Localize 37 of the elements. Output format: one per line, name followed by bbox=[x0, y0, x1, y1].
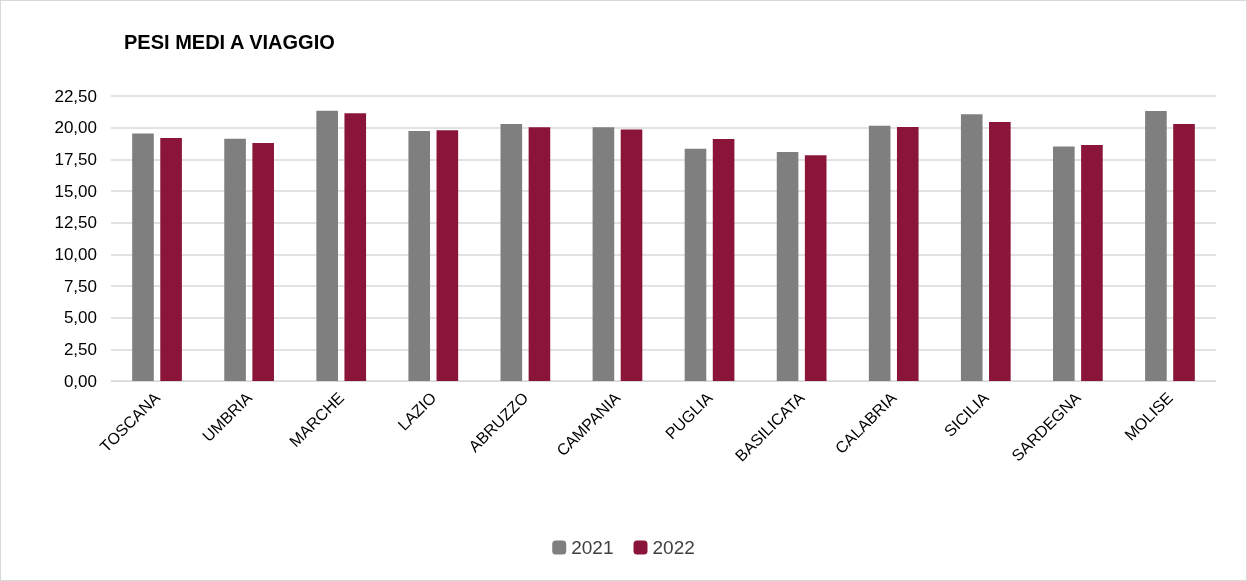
bar bbox=[316, 110, 338, 381]
bar bbox=[160, 137, 182, 381]
bar bbox=[684, 148, 707, 381]
bar bbox=[436, 130, 459, 381]
bar bbox=[868, 125, 891, 381]
bar bbox=[224, 138, 246, 381]
bar bbox=[712, 139, 735, 381]
bar bbox=[528, 127, 551, 381]
bar bbox=[1173, 123, 1195, 381]
y-tick-label: 5,00 bbox=[63, 308, 97, 328]
y-tick-label: 0,00 bbox=[63, 371, 97, 391]
bar bbox=[804, 155, 827, 381]
legend-label: 2021 bbox=[571, 537, 614, 558]
bar bbox=[620, 129, 643, 381]
y-tick-label: 7,50 bbox=[63, 276, 97, 296]
y-tick-label: 10,00 bbox=[54, 244, 97, 264]
bar bbox=[500, 123, 523, 381]
y-tick-label: 12,50 bbox=[54, 213, 97, 233]
chart-title: PESI MEDI A VIAGGIO bbox=[124, 31, 335, 53]
bar bbox=[132, 133, 154, 381]
bar bbox=[408, 130, 431, 381]
y-tick-label: 2,50 bbox=[63, 339, 97, 359]
y-tick-label: 17,50 bbox=[54, 149, 97, 169]
bar bbox=[960, 114, 983, 381]
bar bbox=[1053, 146, 1075, 381]
legend-label: 2022 bbox=[652, 537, 695, 558]
bar bbox=[896, 126, 919, 381]
y-tick-label: 15,00 bbox=[54, 181, 97, 201]
bar bbox=[989, 122, 1011, 381]
bar bbox=[776, 151, 799, 381]
bar bbox=[1081, 145, 1103, 381]
bar bbox=[1145, 111, 1167, 381]
y-tick-label: 22,50 bbox=[54, 86, 97, 106]
bar bbox=[344, 113, 367, 381]
y-tick-label: 20,00 bbox=[54, 118, 97, 138]
bar bbox=[592, 127, 615, 381]
bar bbox=[252, 143, 274, 381]
